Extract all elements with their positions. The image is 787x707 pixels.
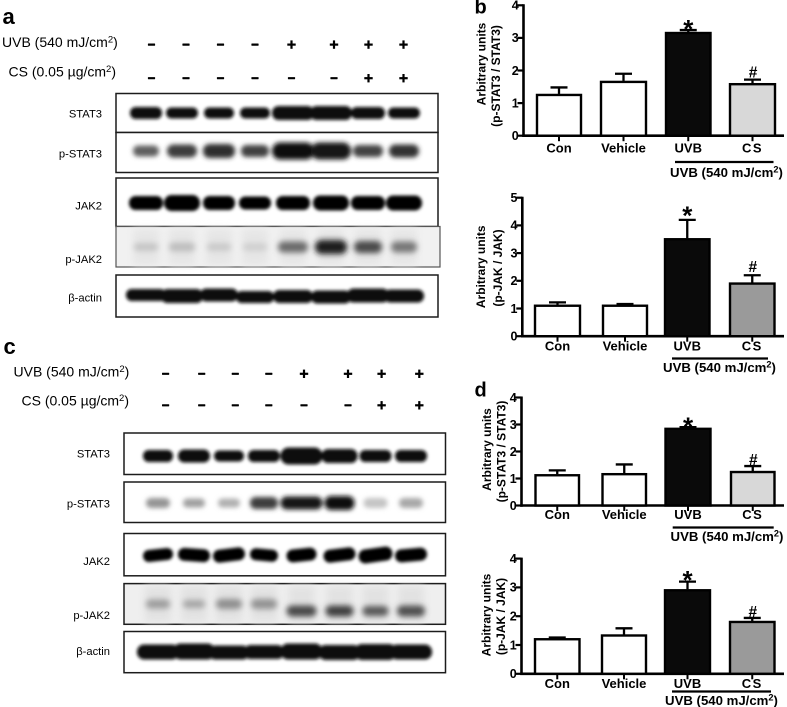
svg-text:2: 2: [510, 445, 517, 459]
svg-text:#: #: [748, 259, 757, 276]
svg-text:CS: CS: [742, 141, 763, 156]
svg-text:β-actin: β-actin: [76, 646, 110, 658]
svg-text:Arbitrary units: Arbitrary units: [480, 408, 494, 491]
svg-text:STAT3: STAT3: [69, 108, 102, 120]
svg-text:2: 2: [512, 64, 519, 78]
svg-text:UVB (540 mJ/cm2): UVB (540 mJ/cm2): [665, 693, 778, 707]
svg-text:Con: Con: [545, 507, 570, 522]
svg-text:2: 2: [511, 274, 518, 288]
svg-text:Arbitrary units: Arbitrary units: [474, 225, 488, 308]
svg-text:UVB: UVB: [674, 507, 701, 522]
svg-text:3: 3: [512, 31, 519, 45]
svg-text:UVB: UVB: [674, 339, 701, 354]
svg-text:5: 5: [511, 191, 518, 205]
svg-text:UVB (540 mJ/cm2): UVB (540 mJ/cm2): [670, 165, 783, 181]
svg-text:STAT3: STAT3: [77, 448, 110, 460]
svg-text:Con: Con: [546, 141, 571, 156]
svg-text:*: *: [683, 14, 694, 44]
svg-text:Vehicle: Vehicle: [601, 141, 646, 156]
svg-text:0: 0: [511, 330, 518, 344]
svg-text:1: 1: [512, 96, 519, 110]
svg-text:#: #: [749, 65, 758, 82]
svg-text:3: 3: [510, 418, 517, 432]
svg-text:*: *: [682, 565, 693, 595]
svg-text:c: c: [4, 334, 16, 359]
svg-text:Vehicle: Vehicle: [603, 339, 648, 354]
svg-text:Arbitrary units: Arbitrary units: [480, 573, 494, 656]
svg-text:3: 3: [511, 246, 518, 260]
svg-text:p-JAK2: p-JAK2: [65, 254, 102, 266]
svg-text:3: 3: [510, 581, 517, 595]
svg-text:#: #: [748, 604, 757, 621]
svg-text:0: 0: [510, 667, 517, 681]
svg-text:JAK2: JAK2: [75, 200, 102, 212]
svg-text:Con: Con: [545, 676, 570, 691]
svg-text:CS: CS: [742, 507, 763, 522]
svg-text:CS: CS: [742, 676, 763, 691]
svg-text:UVB: UVB: [674, 676, 701, 691]
svg-text:UVB (540 mJ/cm2): UVB (540 mJ/cm2): [2, 34, 118, 50]
svg-text:UVB (540 mJ/cm2): UVB (540 mJ/cm2): [671, 529, 784, 545]
svg-text:JAK2: JAK2: [83, 556, 110, 568]
svg-text:Vehicle: Vehicle: [602, 676, 647, 691]
svg-text:(p-STAT3 / STAT3): (p-STAT3 / STAT3): [495, 401, 509, 503]
svg-text:1: 1: [510, 472, 517, 486]
svg-text:#: #: [749, 452, 758, 469]
svg-text:CS: CS: [742, 339, 763, 354]
svg-text:β-actin: β-actin: [68, 292, 102, 304]
svg-text:(p-JAK / JAK): (p-JAK / JAK): [494, 578, 508, 655]
svg-text:CS (0.05 µg/cm2): CS (0.05 µg/cm2): [22, 393, 130, 409]
svg-text:0: 0: [510, 499, 517, 513]
svg-text:Con: Con: [545, 339, 570, 354]
svg-text:Arbitrary units: Arbitrary units: [475, 22, 489, 105]
svg-text:0: 0: [512, 129, 519, 143]
svg-text:b: b: [475, 0, 487, 18]
svg-text:p-STAT3: p-STAT3: [59, 148, 102, 160]
svg-text:CS (0.05 µg/cm2): CS (0.05 µg/cm2): [9, 64, 117, 80]
svg-text:UVB (540 mJ/cm2): UVB (540 mJ/cm2): [663, 360, 776, 376]
svg-text:a: a: [3, 4, 16, 29]
svg-text:p-STAT3: p-STAT3: [67, 498, 110, 510]
svg-text:(p-JAK / JAK): (p-JAK / JAK): [491, 229, 505, 306]
svg-text:p-JAK2: p-JAK2: [73, 610, 110, 622]
svg-text:1: 1: [511, 302, 518, 316]
svg-text:1: 1: [510, 638, 517, 652]
svg-text:(p-STAT3 / STAT3): (p-STAT3 / STAT3): [489, 25, 503, 127]
svg-text:*: *: [683, 412, 694, 442]
svg-text:4: 4: [510, 552, 517, 566]
svg-text:d: d: [475, 380, 487, 402]
svg-text:*: *: [682, 201, 693, 231]
svg-text:4: 4: [512, 0, 519, 13]
svg-text:Vehicle: Vehicle: [602, 507, 647, 522]
svg-text:UVB: UVB: [675, 141, 702, 156]
svg-text:UVB (540 mJ/cm2): UVB (540 mJ/cm2): [14, 364, 130, 380]
svg-text:2: 2: [510, 610, 517, 624]
svg-text:4: 4: [511, 219, 518, 233]
svg-text:4: 4: [510, 391, 517, 405]
